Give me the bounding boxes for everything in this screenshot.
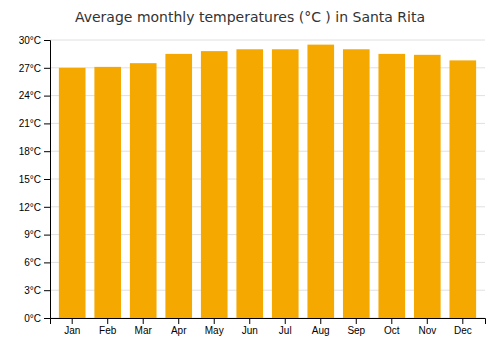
bar (59, 68, 86, 318)
bar (414, 55, 441, 318)
tick: Jan (64, 318, 80, 336)
tick: 18°C (19, 146, 50, 157)
tick: 24°C (19, 90, 50, 101)
bar (449, 60, 476, 318)
tick: Sep (347, 318, 365, 336)
tick-label: 24°C (19, 90, 41, 101)
tick: 12°C (19, 202, 50, 213)
tick-mark (72, 318, 73, 324)
tick-mark (44, 179, 50, 180)
tick-label: 27°C (19, 63, 41, 74)
tick-mark (44, 262, 50, 263)
tick-mark (356, 318, 357, 324)
tick-label: 12°C (19, 202, 41, 213)
axis-line (51, 319, 486, 325)
tick: 15°C (19, 174, 50, 185)
tick-mark (249, 318, 250, 324)
tick-mark (285, 318, 286, 324)
tick: 6°C (24, 257, 50, 268)
tick: 21°C (19, 118, 50, 129)
tick-mark (44, 290, 50, 291)
tick-label: Nov (418, 325, 436, 336)
plot: 0°C 3°C 6°C 9°C 12°C 15°C 18°C 21°C 24°C 27°C 30°C… (19, 35, 486, 336)
tick: Feb (99, 318, 117, 336)
tick: Mar (135, 318, 153, 336)
tick: Oct (384, 318, 400, 336)
tick-mark (462, 318, 463, 324)
tick: 3°C (24, 285, 50, 296)
tick: 9°C (24, 229, 50, 240)
bar (201, 51, 228, 318)
tick-label: 6°C (24, 257, 41, 268)
tick: Jul (279, 318, 292, 336)
tick-label: Dec (454, 325, 472, 336)
tick-mark (44, 96, 50, 97)
tick-label: 18°C (19, 146, 41, 157)
axis-line (44, 41, 51, 319)
chart: Average monthly temperatures (°C ) in Sa… (0, 0, 500, 350)
tick-mark (44, 235, 50, 236)
bar (378, 54, 405, 318)
tick-mark (320, 318, 321, 324)
tick-label: Jul (279, 325, 292, 336)
tick-mark (143, 318, 144, 324)
bar (94, 67, 121, 318)
tick-label: 21°C (19, 118, 41, 129)
tick-label: 3°C (24, 285, 41, 296)
tick-label: May (205, 325, 224, 336)
tick-mark (44, 68, 50, 69)
tick-label: Feb (99, 325, 117, 336)
grid (50, 40, 485, 318)
tick-label: Jan (64, 325, 80, 336)
bar (272, 49, 299, 318)
title: Average monthly temperatures (°C ) in Sa… (75, 9, 425, 25)
tick: 27°C (19, 63, 50, 74)
tick: May (205, 318, 224, 336)
tick-mark (44, 207, 50, 208)
tick: Nov (418, 318, 436, 336)
tick: 0°C (24, 313, 50, 324)
tick-label: Oct (384, 325, 400, 336)
tick: 30°C (19, 35, 50, 46)
tick-label: 15°C (19, 174, 41, 185)
tick-mark (44, 40, 50, 41)
tick-mark (178, 318, 179, 324)
bar (343, 49, 370, 318)
tick-label: Sep (347, 325, 365, 336)
tick: Dec (454, 318, 472, 336)
bar (236, 49, 263, 318)
tick-mark (391, 318, 392, 324)
tick-mark (107, 318, 108, 324)
bar (130, 63, 157, 318)
tick-mark (214, 318, 215, 324)
tick-mark (44, 151, 50, 152)
tick-label: Jun (242, 325, 258, 336)
tick: Apr (171, 318, 187, 336)
tick-label: Aug (312, 325, 330, 336)
tick-label: 30°C (19, 35, 41, 46)
tick: Jun (242, 318, 258, 336)
tick-label: 9°C (24, 229, 41, 240)
bars (59, 45, 476, 318)
x-axis: Jan Feb Mar Apr May Jun Jul Aug Sep Oct Nov Dec (51, 318, 486, 336)
tick-mark (427, 318, 428, 324)
tick-mark (44, 318, 50, 319)
grid-line (50, 40, 485, 41)
tick: Aug (312, 318, 330, 336)
tick-label: 0°C (24, 313, 41, 324)
tick-mark (44, 123, 50, 124)
y-axis: 0°C 3°C 6°C 9°C 12°C 15°C 18°C 21°C 24°C 27°C 30°C (19, 35, 51, 324)
tick-label: Apr (171, 325, 187, 336)
tick-label: Mar (135, 325, 153, 336)
bar (307, 45, 334, 318)
bar (165, 54, 192, 318)
